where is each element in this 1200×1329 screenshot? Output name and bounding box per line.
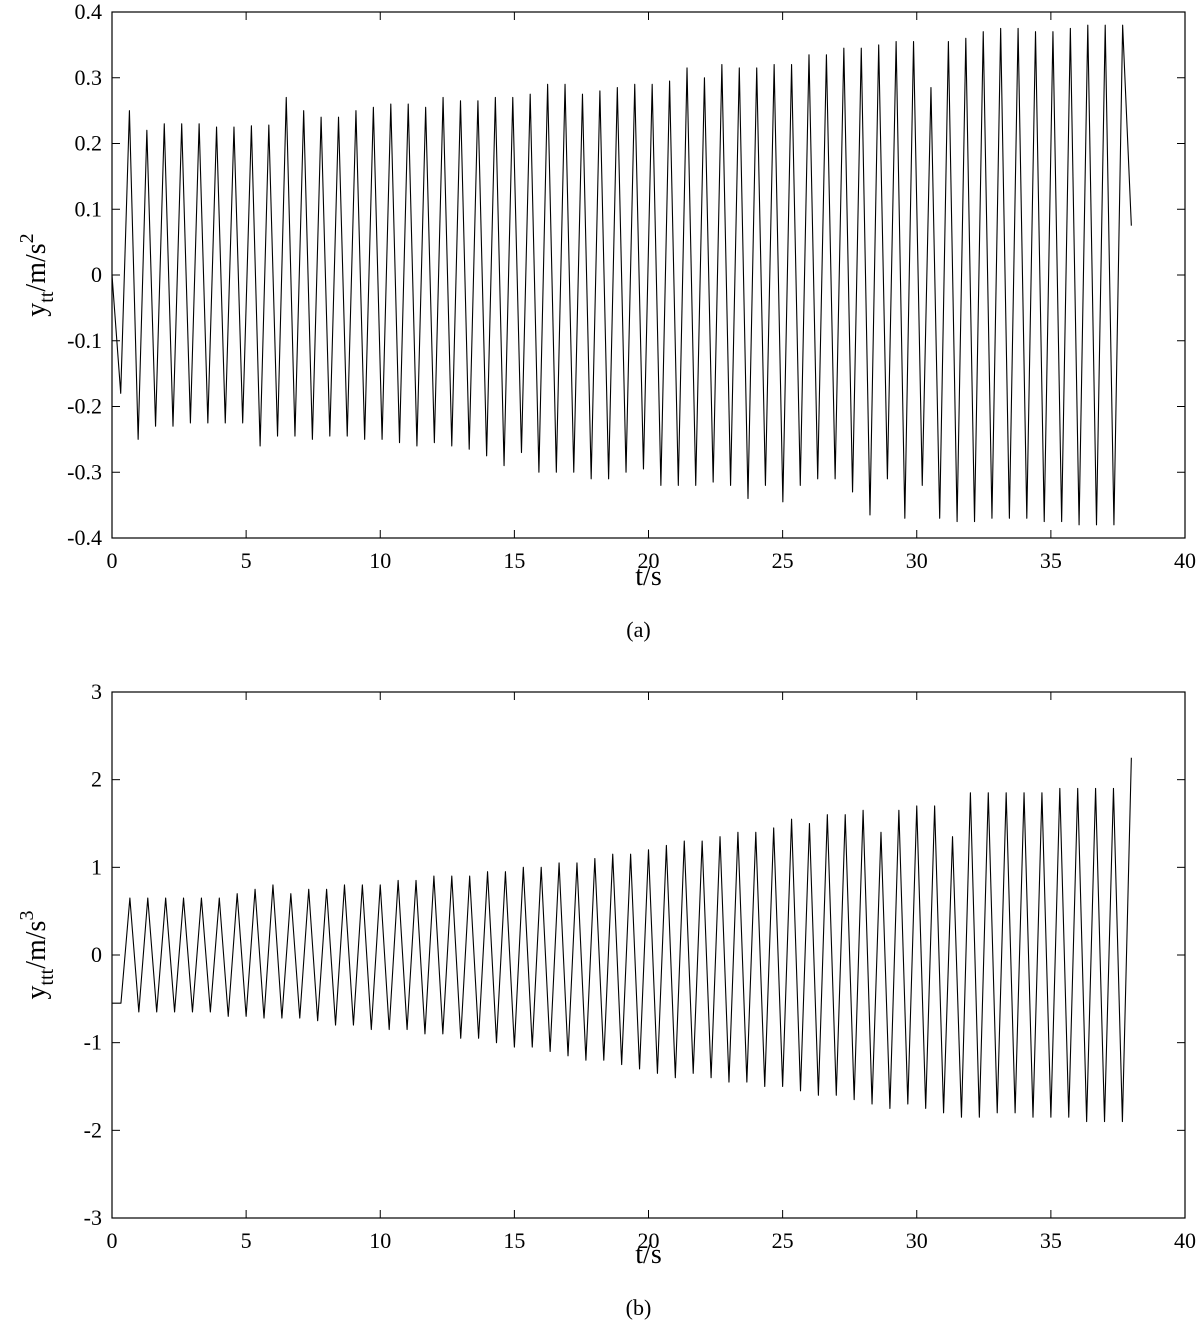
y-tick-label: 3	[91, 679, 102, 704]
y-tick-label: -1	[84, 1030, 102, 1055]
panel-caption: (b)	[626, 1295, 652, 1320]
x-tick-label: 30	[906, 548, 928, 573]
x-tick-label: 0	[107, 548, 118, 573]
x-tick-label: 15	[503, 1228, 525, 1253]
y-tick-label: -2	[84, 1117, 102, 1142]
x-axis-label: t/s	[635, 561, 661, 592]
x-tick-label: 10	[369, 1228, 391, 1253]
panel-b: 0 5 10 15 20 25 30 35 403210-1-2-3t/syttt/m/s3(b…	[16, 679, 1196, 1320]
x-tick-label: 25	[772, 548, 794, 573]
x-tick-label: 0	[107, 1228, 118, 1253]
y-tick-label: 1	[91, 854, 102, 879]
y-tick-label: -0.4	[67, 525, 102, 550]
panel-caption: (a)	[626, 617, 650, 642]
x-tick-label: 35	[1040, 548, 1062, 573]
y-tick-label: -3	[84, 1205, 102, 1230]
y-axis-label: yttt/m/s3	[16, 911, 58, 1000]
y-tick-label: 2	[91, 767, 102, 792]
x-tick-label: 25	[772, 1228, 794, 1253]
y-axis-label: ytt/m/s2	[16, 233, 58, 316]
x-tick-label: 10	[369, 548, 391, 573]
x-axis-label: t/s	[635, 1239, 661, 1270]
x-tick-label: 15	[503, 548, 525, 573]
x-tick-label: 30	[906, 1228, 928, 1253]
x-tick-label: 5	[241, 548, 252, 573]
y-tick-label: 0.4	[75, 0, 103, 24]
y-tick-label: 0.2	[75, 131, 103, 156]
panel-a: 0 5 10 15 20 25 30 35 40 0.4 0.3 0.2 0.1 0 -0.1 -0.2 -0.…	[16, 0, 1196, 642]
y-tick-label: -0.1	[67, 328, 102, 353]
y-tick-label: -0.3	[67, 459, 102, 484]
x-tick-label: 40	[1174, 1228, 1196, 1253]
x-tick-label: 20	[638, 548, 660, 573]
x-tick-label: 5	[241, 1228, 252, 1253]
x-tick-label: 40	[1174, 548, 1196, 573]
y-tick-label: 0	[91, 262, 102, 287]
y-tick-label: -0.2	[67, 394, 102, 419]
x-tick-label: 35	[1040, 1228, 1062, 1253]
y-tick-label: 0.1	[75, 196, 103, 221]
series-line	[112, 757, 1132, 1123]
x-tick-label: 20	[638, 1228, 660, 1253]
y-tick-label: 0.3	[75, 65, 103, 90]
y-tick-label: 0	[91, 942, 102, 967]
axes-frame	[111, 691, 1186, 1219]
series-line	[111, 24, 1132, 526]
